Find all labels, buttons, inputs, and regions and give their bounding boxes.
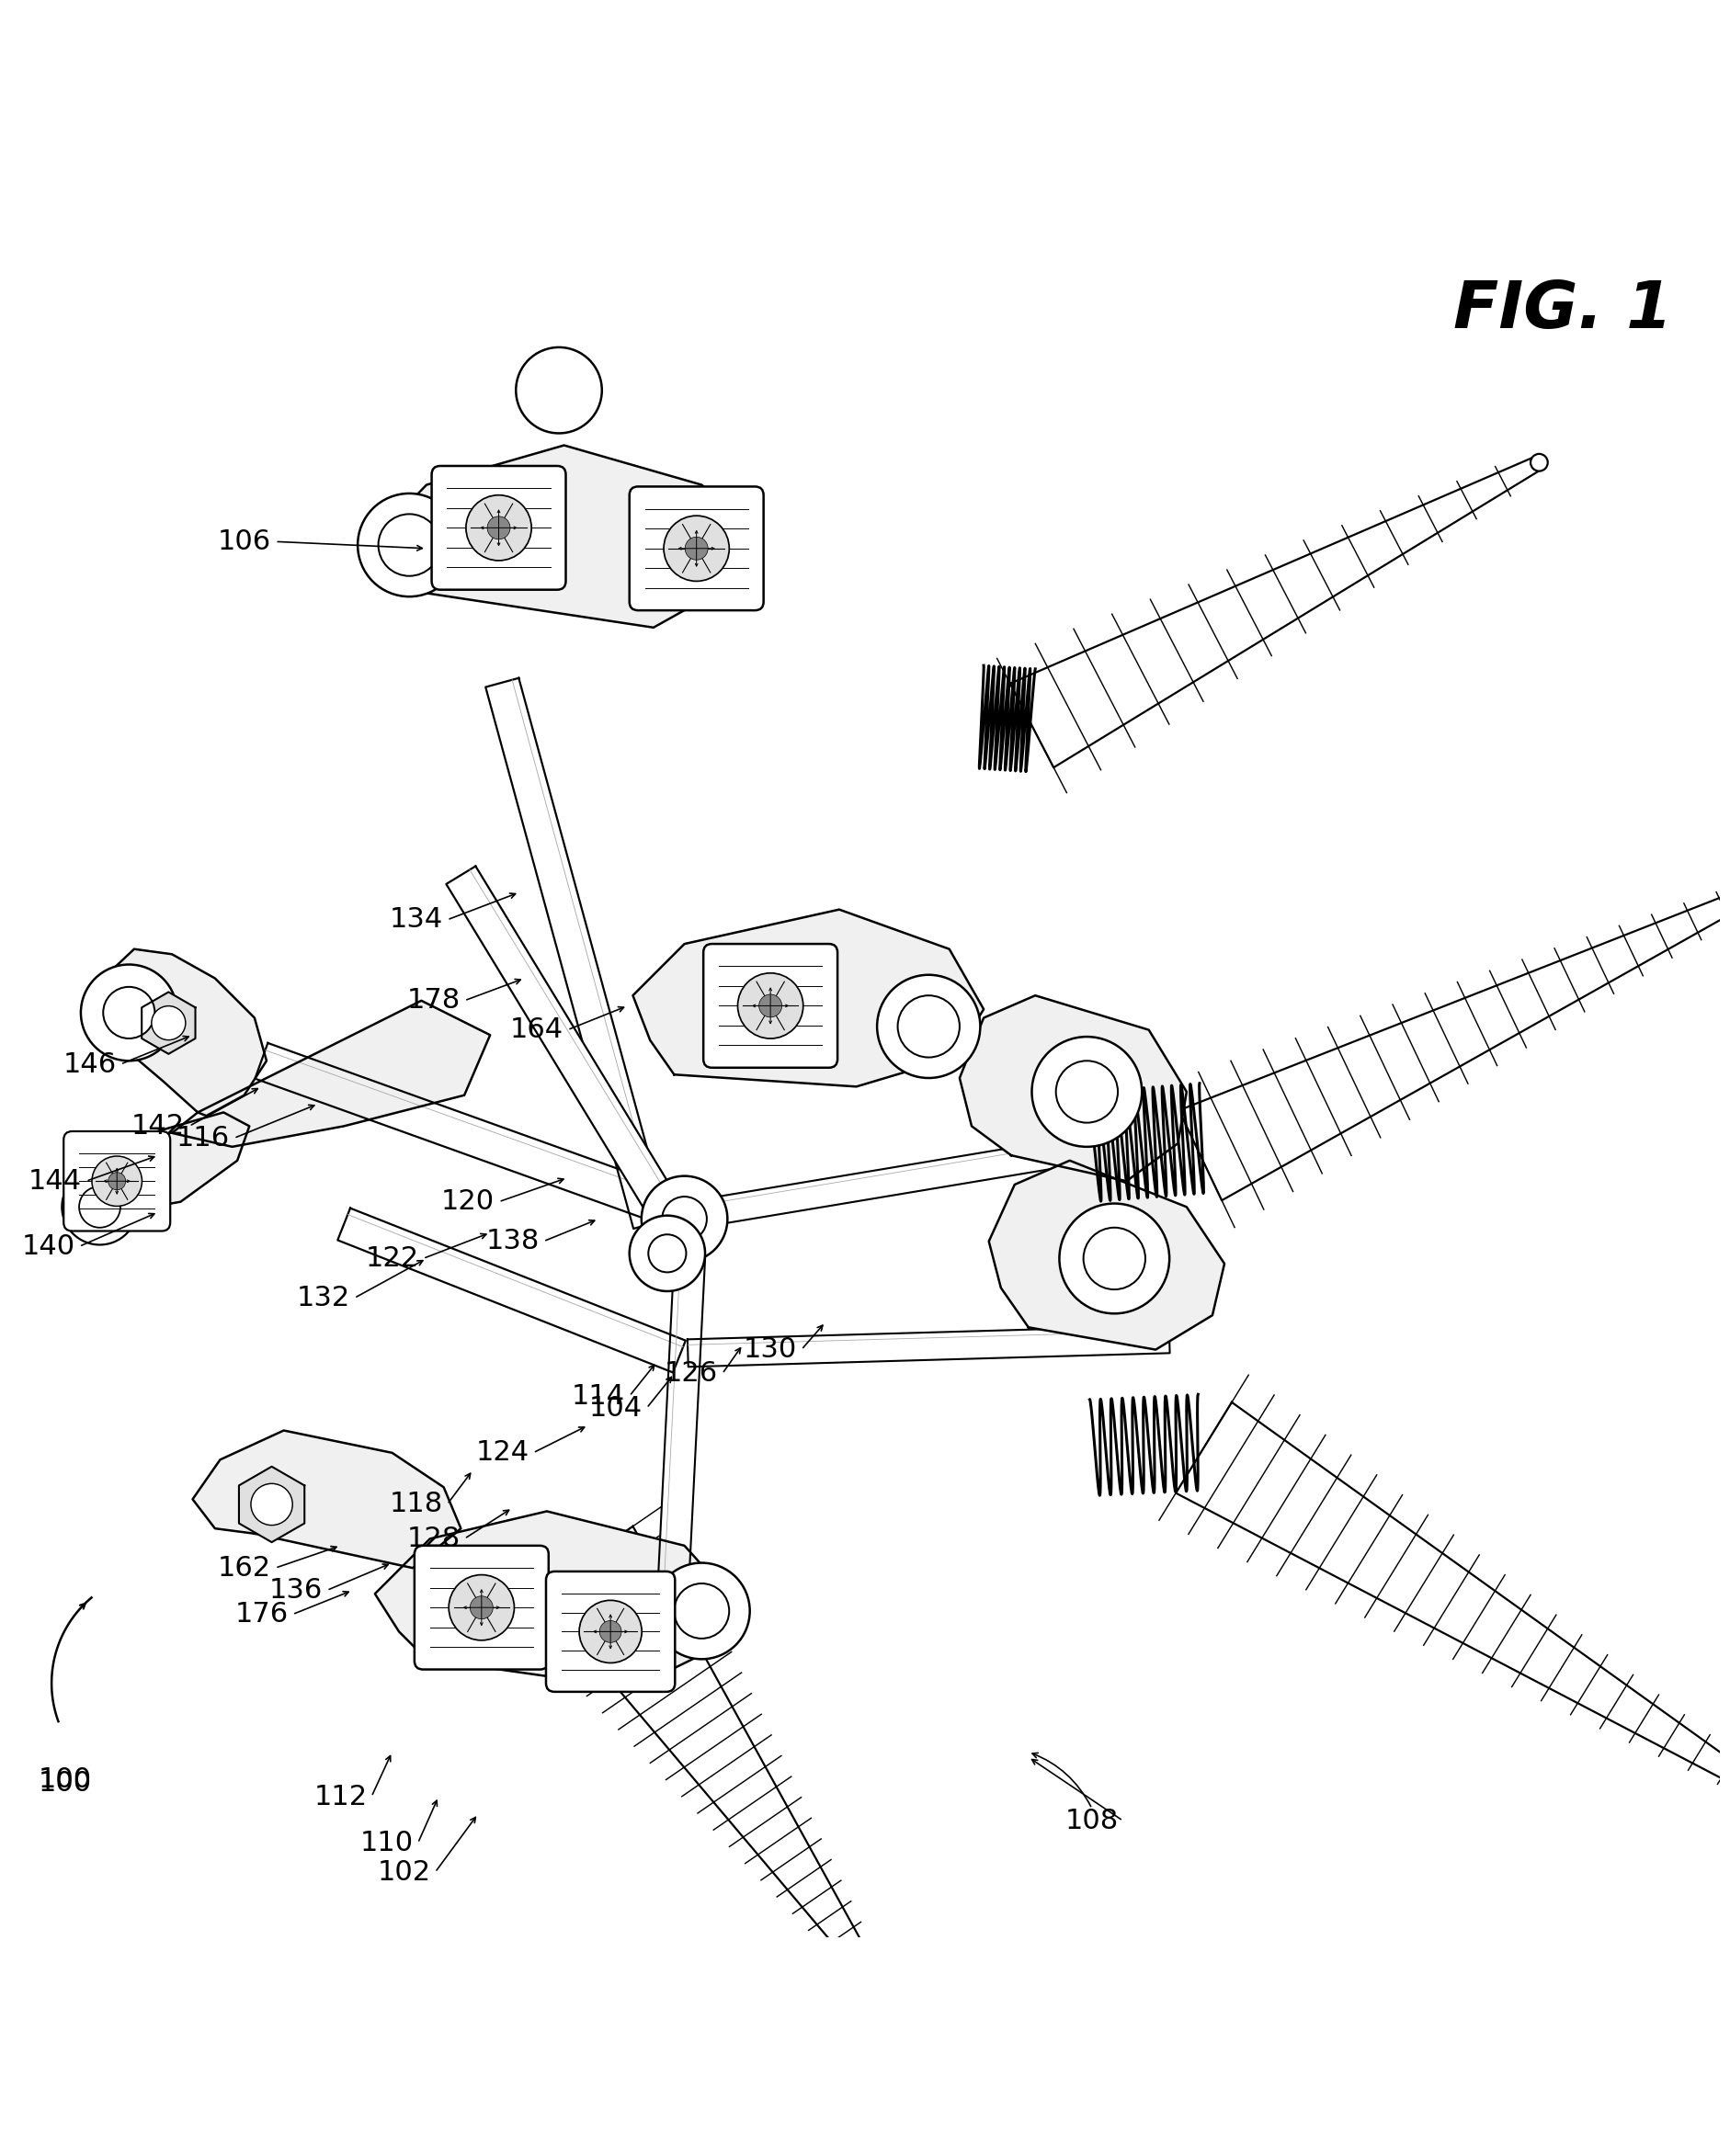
FancyBboxPatch shape (431, 466, 566, 591)
Circle shape (107, 1173, 126, 1190)
Text: 134: 134 (389, 906, 443, 934)
Text: 116: 116 (176, 1125, 230, 1151)
Text: 142: 142 (131, 1112, 185, 1141)
Text: 136: 136 (268, 1576, 322, 1604)
Circle shape (92, 1156, 142, 1205)
FancyBboxPatch shape (702, 944, 837, 1067)
Circle shape (860, 1964, 877, 1981)
Polygon shape (375, 1511, 730, 1688)
Polygon shape (239, 1466, 304, 1542)
Circle shape (877, 975, 979, 1078)
Circle shape (1031, 1037, 1142, 1147)
Circle shape (642, 1175, 727, 1261)
Polygon shape (446, 867, 706, 1261)
FancyBboxPatch shape (413, 1546, 548, 1669)
Circle shape (62, 1169, 137, 1244)
Circle shape (465, 496, 531, 561)
Circle shape (599, 1621, 621, 1643)
Text: FIG. 1: FIG. 1 (1453, 278, 1671, 343)
Circle shape (1059, 1203, 1169, 1313)
Text: 130: 130 (744, 1337, 798, 1363)
Circle shape (1083, 1227, 1145, 1289)
Text: 122: 122 (365, 1246, 419, 1272)
Polygon shape (1175, 1401, 1730, 1794)
Text: 104: 104 (588, 1395, 642, 1421)
Text: 162: 162 (218, 1554, 272, 1580)
FancyBboxPatch shape (630, 487, 763, 610)
Text: 100: 100 (38, 1766, 92, 1794)
Circle shape (1055, 1061, 1118, 1123)
Circle shape (104, 987, 154, 1039)
Text: 176: 176 (235, 1602, 287, 1628)
Circle shape (663, 515, 728, 582)
Circle shape (580, 1600, 642, 1662)
Text: 110: 110 (360, 1830, 413, 1856)
Circle shape (516, 347, 602, 433)
Polygon shape (633, 910, 983, 1087)
Circle shape (649, 1235, 685, 1272)
FancyBboxPatch shape (64, 1132, 170, 1231)
Text: 138: 138 (486, 1229, 540, 1255)
Text: 140: 140 (21, 1233, 74, 1259)
Circle shape (685, 537, 708, 561)
Text: 114: 114 (571, 1382, 625, 1410)
Circle shape (737, 972, 803, 1039)
Polygon shape (171, 1000, 490, 1147)
Polygon shape (1178, 886, 1730, 1201)
Text: 164: 164 (510, 1015, 562, 1044)
Circle shape (379, 513, 439, 576)
Polygon shape (685, 1134, 1102, 1229)
Polygon shape (1010, 457, 1541, 768)
Circle shape (654, 1563, 749, 1660)
Text: 178: 178 (407, 987, 460, 1013)
Circle shape (898, 996, 958, 1056)
Polygon shape (382, 446, 753, 627)
Polygon shape (656, 1222, 706, 1639)
Circle shape (630, 1216, 704, 1291)
FancyBboxPatch shape (545, 1572, 675, 1692)
Text: 128: 128 (407, 1526, 460, 1552)
Circle shape (80, 1186, 121, 1227)
Text: 120: 120 (441, 1188, 495, 1216)
Text: 124: 124 (476, 1440, 529, 1466)
Polygon shape (536, 1526, 875, 1977)
Polygon shape (142, 992, 195, 1054)
Text: 126: 126 (664, 1360, 718, 1386)
Circle shape (358, 494, 460, 597)
Circle shape (152, 1007, 185, 1039)
Circle shape (663, 1197, 706, 1242)
Text: 102: 102 (377, 1858, 431, 1886)
Polygon shape (337, 1207, 685, 1373)
Polygon shape (73, 1112, 249, 1216)
Circle shape (673, 1583, 728, 1639)
Text: 146: 146 (62, 1050, 116, 1078)
Circle shape (251, 1483, 292, 1524)
Text: 100: 100 (38, 1770, 92, 1796)
Circle shape (448, 1574, 514, 1641)
Text: 144: 144 (28, 1169, 81, 1194)
Circle shape (471, 1595, 493, 1619)
Circle shape (1529, 455, 1547, 470)
Text: 118: 118 (389, 1492, 443, 1518)
Polygon shape (192, 1429, 460, 1567)
Text: 112: 112 (313, 1783, 367, 1811)
Polygon shape (687, 1326, 1169, 1367)
Circle shape (81, 964, 176, 1061)
Polygon shape (958, 996, 1187, 1181)
Circle shape (488, 517, 510, 539)
Text: 132: 132 (296, 1285, 349, 1311)
Polygon shape (486, 677, 666, 1229)
Text: 106: 106 (218, 528, 272, 554)
Polygon shape (988, 1160, 1223, 1350)
Circle shape (758, 994, 782, 1018)
Polygon shape (104, 949, 266, 1117)
Text: 108: 108 (1064, 1807, 1118, 1835)
Polygon shape (254, 1044, 708, 1238)
